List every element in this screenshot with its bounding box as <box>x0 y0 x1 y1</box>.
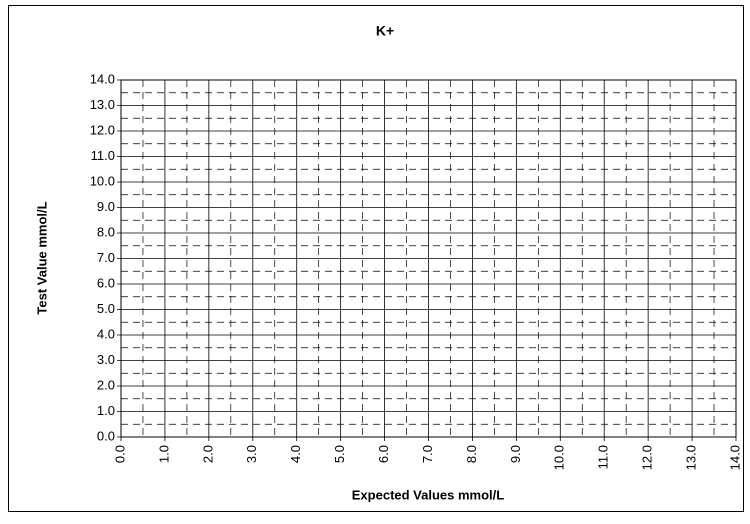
x-tick-label: 4.0 <box>288 445 303 463</box>
x-tick-label: 9.0 <box>508 445 523 463</box>
y-tick-label: 11.0 <box>91 148 115 163</box>
x-tick-label: 5.0 <box>332 445 347 463</box>
y-axis-title: Test Value mmol/L <box>34 201 49 314</box>
y-tick-label: 5.0 <box>97 301 115 316</box>
x-tick-label: 13.0 <box>684 445 699 470</box>
y-tick-label: 0.0 <box>97 428 115 443</box>
y-tick-label: 8.0 <box>97 224 115 239</box>
x-tick-label: 14.0 <box>727 445 742 470</box>
x-tick-label: 7.0 <box>420 445 435 463</box>
x-tick-label: 12.0 <box>640 445 655 470</box>
y-tick-label: 1.0 <box>97 403 115 418</box>
x-tick-label: 6.0 <box>376 445 391 463</box>
y-tick-label: 2.0 <box>97 377 115 392</box>
y-tick-label: 12.0 <box>90 122 115 137</box>
x-tick-label: 11.0 <box>596 445 611 469</box>
x-tick-label: 3.0 <box>244 445 259 463</box>
x-tick-label: 1.0 <box>156 445 171 463</box>
y-tick-label: 6.0 <box>97 275 115 290</box>
y-tick-label: 7.0 <box>97 250 115 265</box>
y-tick-label: 9.0 <box>97 199 115 214</box>
x-axis-title: Expected Values mmol/L <box>352 487 505 502</box>
y-tick-label: 10.0 <box>90 173 115 188</box>
y-tick-label: 13.0 <box>90 97 115 112</box>
x-tick-label: 10.0 <box>552 445 567 470</box>
x-tick-label: 0.0 <box>112 445 127 463</box>
plot-area-border <box>120 79 737 438</box>
y-tick-label: 14.0 <box>90 71 115 86</box>
y-tick-label: 3.0 <box>97 352 115 367</box>
x-tick-label: 2.0 <box>200 445 215 463</box>
x-tick-label: 8.0 <box>464 445 479 463</box>
chart-title: K+ <box>376 23 394 39</box>
y-tick-label: 4.0 <box>97 326 115 341</box>
